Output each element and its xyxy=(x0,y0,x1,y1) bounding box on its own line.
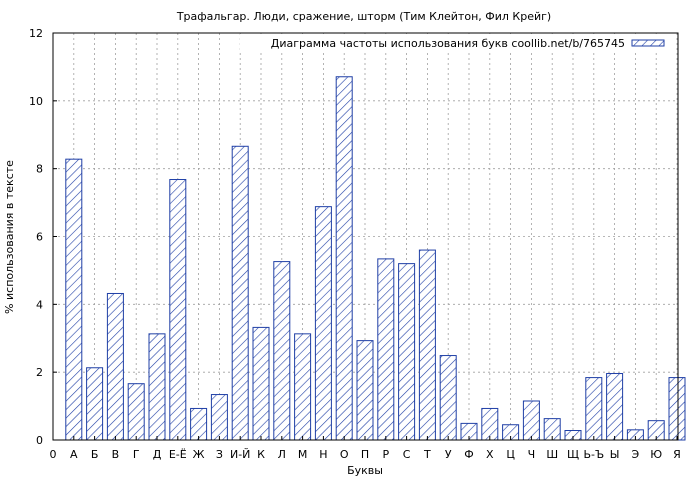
x-tick-label: У xyxy=(445,448,452,461)
x-tick-label: Н xyxy=(319,448,327,461)
y-tick-labels: 0 2 4 6 8 10 12 xyxy=(29,27,57,447)
x-tick-label: З xyxy=(216,448,223,461)
x-tick-label: Е-Ё xyxy=(169,448,187,461)
grid xyxy=(53,33,678,440)
bar-14 xyxy=(335,76,353,441)
x-tick-label: Ш xyxy=(546,448,558,461)
bar-10 xyxy=(252,326,270,441)
bar-1 xyxy=(65,158,83,441)
y-tick-label: 10 xyxy=(29,95,43,108)
x-tick-label: Ц xyxy=(506,448,515,461)
y-tick-label: 6 xyxy=(36,231,43,244)
bar-21 xyxy=(481,407,499,441)
x-tick-label: Б xyxy=(91,448,99,461)
x-tick-label: П xyxy=(361,448,369,461)
y-tick-label: 8 xyxy=(36,163,43,176)
x-tick-label: Х xyxy=(486,448,494,461)
x-tick-label: Я xyxy=(673,448,681,461)
bars xyxy=(65,76,686,441)
x-tick-label: Ч xyxy=(528,448,536,461)
x-tick-label: В xyxy=(112,448,120,461)
x-tick-label: Щ xyxy=(567,448,579,461)
bar-4 xyxy=(127,383,145,441)
plot-frame xyxy=(52,32,679,441)
legend: Диаграмма частоты использования букв coo… xyxy=(240,34,676,52)
y-tick-label: 4 xyxy=(36,298,43,311)
x-tick-label: Э xyxy=(632,448,640,461)
bar-3 xyxy=(106,292,124,441)
x-tick-labels: 0 А Б В Г Д Е-Ё Ж З И-Й К Л М Н О П Р С Т У Ф Х Ц Ч Ш Щ Ь-Ъ Ы Э Ю Я xyxy=(50,436,681,461)
legend-label: Диаграмма частоты использования букв coo… xyxy=(271,37,625,50)
x-tick-label: Г xyxy=(133,448,140,461)
x-tick-label: Ж xyxy=(193,448,205,461)
x-tick-label: И-Й xyxy=(230,448,250,461)
bar-5 xyxy=(148,333,166,441)
bar-6 xyxy=(169,179,187,441)
x-axis-label: Буквы xyxy=(347,464,383,477)
bar-30 xyxy=(668,377,686,441)
x-tick-label: Ю xyxy=(650,448,662,461)
bar-17 xyxy=(398,263,416,441)
chart-title: Трафальгар. Люди, сражение, шторм (Тим К… xyxy=(176,10,551,23)
x-origin-label: 0 xyxy=(50,448,57,461)
bar-19 xyxy=(439,355,457,441)
bar-7 xyxy=(190,407,208,441)
bar-15 xyxy=(356,340,374,441)
x-tick-label: Ф xyxy=(464,448,473,461)
bar-13 xyxy=(314,206,332,441)
bar-12 xyxy=(294,333,312,441)
bar-8 xyxy=(210,394,228,441)
bar-9 xyxy=(231,145,249,441)
bar-26 xyxy=(585,377,603,441)
bar-23 xyxy=(522,400,540,441)
x-tick-label: Д xyxy=(153,448,162,461)
y-tick-label: 12 xyxy=(29,27,43,40)
x-tick-label: О xyxy=(340,448,349,461)
bar-27 xyxy=(606,373,624,441)
bar-11 xyxy=(273,261,291,441)
y-tick-label: 0 xyxy=(36,434,43,447)
x-tick-label: Р xyxy=(382,448,389,461)
y-tick-label: 2 xyxy=(36,366,43,379)
x-tick-label: Ь-Ъ xyxy=(583,448,604,461)
bar-2 xyxy=(86,367,104,441)
x-tick-label: К xyxy=(257,448,265,461)
x-tick-label: Т xyxy=(423,448,431,461)
y-axis-label: % использования в тексте xyxy=(3,160,16,314)
x-tick-label: М xyxy=(298,448,308,461)
legend-background xyxy=(240,34,676,52)
bar-18 xyxy=(418,249,436,441)
x-tick-label: С xyxy=(403,448,411,461)
x-tick-label: Ы xyxy=(610,448,620,461)
x-tick-label: А xyxy=(70,448,78,461)
bar-16 xyxy=(377,258,395,441)
legend-swatch xyxy=(631,39,665,47)
x-tick-label: Л xyxy=(278,448,286,461)
